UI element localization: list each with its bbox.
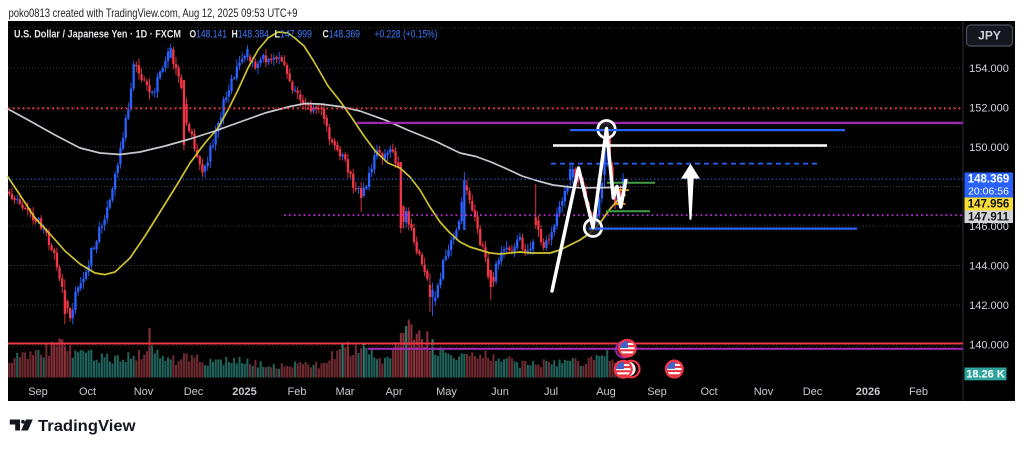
svg-text:Nov: Nov bbox=[754, 386, 774, 398]
svg-text:Jun: Jun bbox=[491, 386, 509, 398]
svg-text:Mar: Mar bbox=[336, 386, 355, 398]
svg-text:144.000: 144.000 bbox=[969, 260, 1009, 272]
svg-text:U.S. Dollar / Japanese Yen · 1: U.S. Dollar / Japanese Yen · 1D · FXCM bbox=[14, 29, 181, 41]
svg-text:L147.999: L147.999 bbox=[275, 29, 313, 41]
svg-text:Oct: Oct bbox=[79, 386, 96, 398]
svg-text:Oct: Oct bbox=[700, 386, 717, 398]
svg-text:147.956: 147.956 bbox=[968, 199, 1010, 211]
svg-text:140.000: 140.000 bbox=[969, 339, 1009, 351]
svg-text:Feb: Feb bbox=[909, 386, 928, 398]
svg-text:152.000: 152.000 bbox=[969, 102, 1009, 114]
svg-text:Apr: Apr bbox=[385, 386, 402, 398]
svg-text:142.000: 142.000 bbox=[969, 300, 1009, 312]
svg-text:147.911: 147.911 bbox=[968, 211, 1010, 223]
svg-text:Sep: Sep bbox=[28, 386, 48, 398]
svg-text:20:06:56: 20:06:56 bbox=[968, 185, 1009, 197]
svg-text:146.000: 146.000 bbox=[969, 221, 1009, 233]
svg-text:+0.228 (+0.15%): +0.228 (+0.15%) bbox=[375, 29, 438, 41]
svg-text:C148.369: C148.369 bbox=[323, 29, 361, 41]
svg-text:May: May bbox=[436, 386, 457, 398]
svg-text:Dec: Dec bbox=[803, 386, 823, 398]
svg-text:H148.384: H148.384 bbox=[232, 29, 270, 41]
svg-text:Jul: Jul bbox=[544, 386, 558, 398]
svg-text:148.369: 148.369 bbox=[968, 173, 1010, 185]
svg-text:18.26 K: 18.26 K bbox=[966, 369, 1005, 381]
svg-text:Feb: Feb bbox=[288, 386, 307, 398]
svg-text:Nov: Nov bbox=[134, 386, 154, 398]
svg-text:Dec: Dec bbox=[184, 386, 204, 398]
svg-text:Aug: Aug bbox=[596, 386, 616, 398]
svg-text:TradingView: TradingView bbox=[38, 418, 136, 435]
svg-text:2025: 2025 bbox=[232, 386, 256, 398]
svg-text:poko0813 created with TradingV: poko0813 created with TradingView.com, A… bbox=[9, 6, 298, 20]
svg-text:154.000: 154.000 bbox=[969, 63, 1009, 75]
svg-text:2026: 2026 bbox=[856, 386, 880, 398]
svg-text:JPY: JPY bbox=[978, 29, 1001, 43]
svg-text:O148.141: O148.141 bbox=[190, 29, 228, 41]
svg-text:Sep: Sep bbox=[647, 386, 667, 398]
svg-text:150.000: 150.000 bbox=[969, 142, 1009, 154]
